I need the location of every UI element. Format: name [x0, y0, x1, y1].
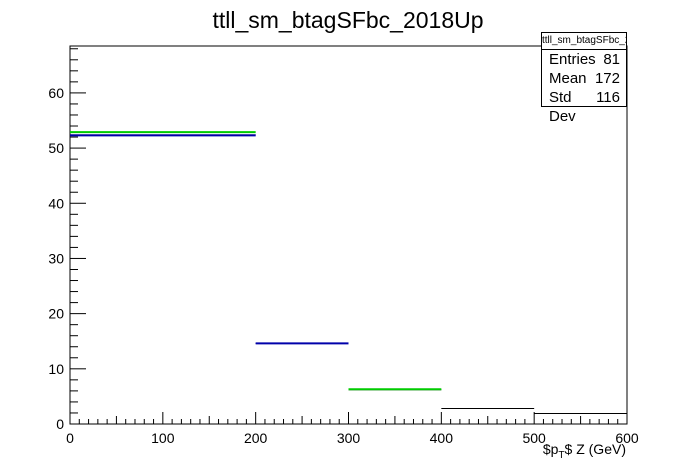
stats-box: ttll_sm_btagSFbc_2018Up Entries 81 Mean …	[541, 32, 627, 125]
x-tick-label: 600	[615, 430, 639, 446]
y-tick-label: 50	[48, 140, 64, 156]
y-tick-label: 40	[48, 195, 64, 211]
x-tick-label: 400	[430, 430, 454, 446]
y-tick-label: 60	[48, 85, 64, 101]
stats-value: 81	[603, 51, 620, 68]
x-tick-label: 200	[244, 430, 268, 446]
x-axis-title: $pT$ Z (GeV)	[543, 441, 626, 461]
stats-label: Mean	[549, 70, 587, 87]
y-tick-label: 20	[48, 306, 64, 322]
stats-box-title: ttll_sm_btagSFbc_2018Up	[542, 33, 626, 50]
x-tick-label: 500	[522, 430, 546, 446]
x-tick-label: 300	[337, 430, 361, 446]
stats-label: Std Dev	[549, 89, 576, 125]
tick-labels: 0 100 200 300 400 500 600 0 10 20 30 40 50 60	[48, 85, 638, 446]
y-tick-label: 30	[48, 250, 64, 266]
axis-ticks	[69, 48, 628, 425]
stats-row-mean: Mean 172	[542, 69, 626, 88]
chart-title: ttll_sm_btagSFbc_2018Up	[212, 7, 483, 33]
y-tick-label: 0	[56, 416, 64, 432]
stats-value: 116	[596, 89, 620, 106]
stats-row-std-dev: Std Dev 116	[542, 88, 626, 126]
stats-label: Entries	[549, 51, 596, 68]
stats-value: 172	[594, 70, 620, 87]
stats-row-entries: Entries 81	[542, 50, 626, 69]
y-tick-label: 10	[48, 361, 64, 377]
x-tick-label: 100	[151, 430, 175, 446]
x-tick-label: 0	[66, 430, 74, 446]
histogram-marks	[70, 131, 627, 415]
